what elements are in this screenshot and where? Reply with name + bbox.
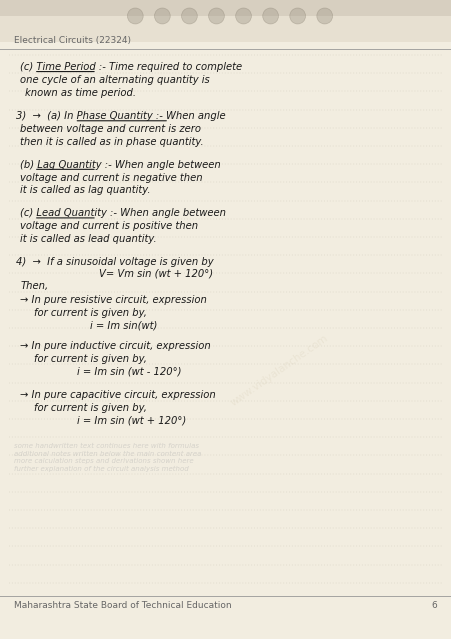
Text: voltage and current is positive then: voltage and current is positive then [20,221,198,231]
Text: then it is called as in phase quantity.: then it is called as in phase quantity. [20,137,204,147]
Text: voltage and current is negative then: voltage and current is negative then [20,173,203,183]
Ellipse shape [235,8,252,24]
Bar [0,0,451,16]
Text: it is called as lag quantity.: it is called as lag quantity. [20,185,151,196]
Bar [0,0,451,42]
Ellipse shape [262,8,278,24]
Text: Electrical Circuits (22324): Electrical Circuits (22324) [14,36,130,45]
Text: further explanation of the circuit analysis method: further explanation of the circuit analy… [14,466,188,472]
Text: 3)  →  (a) In Phase Quantity :- When angle: 3) → (a) In Phase Quantity :- When angle [16,111,225,121]
Text: between voltage and current is zero: between voltage and current is zero [20,124,201,134]
Ellipse shape [154,8,170,24]
Text: Then,: Then, [20,281,48,291]
Text: www.vidyalanche.com: www.vidyalanche.com [229,333,330,408]
Ellipse shape [181,8,198,24]
Text: for current is given by,: for current is given by, [34,354,147,364]
Ellipse shape [317,8,332,24]
Text: for current is given by,: for current is given by, [34,403,147,413]
Text: some handwritten text continues here with formulas: some handwritten text continues here wit… [14,443,198,449]
Text: 6: 6 [432,601,437,610]
Text: it is called as lead quantity.: it is called as lead quantity. [20,234,157,244]
Text: i = Im sin (wt + 120°): i = Im sin (wt + 120°) [77,415,186,426]
Text: → In pure resistive circuit, expression: → In pure resistive circuit, expression [20,295,207,305]
Text: 4)  →  If a sinusoidal voltage is given by: 4) → If a sinusoidal voltage is given by [16,257,213,267]
Text: Maharashtra State Board of Technical Education: Maharashtra State Board of Technical Edu… [14,601,231,610]
Text: i = Im sin (wt - 120°): i = Im sin (wt - 120°) [77,367,181,377]
Text: → In pure inductive circuit, expression: → In pure inductive circuit, expression [20,341,211,351]
Text: (c) Time Period :- Time required to complete: (c) Time Period :- Time required to comp… [20,62,243,72]
Ellipse shape [208,8,225,24]
Text: for current is given by,: for current is given by, [34,308,147,318]
Ellipse shape [290,8,305,24]
Text: (c) Lead Quantity :- When angle between: (c) Lead Quantity :- When angle between [20,208,226,219]
Text: V= Vm sin (wt + 120°): V= Vm sin (wt + 120°) [99,268,213,279]
Text: known as time period.: known as time period. [25,88,136,98]
Text: (b) Lag Quantity :- When angle between: (b) Lag Quantity :- When angle between [20,160,221,170]
Text: more calculation steps and derivations shown here: more calculation steps and derivations s… [14,458,193,465]
Text: → In pure capacitive circuit, expression: → In pure capacitive circuit, expression [20,390,216,400]
Text: one cycle of an alternating quantity is: one cycle of an alternating quantity is [20,75,210,85]
Ellipse shape [127,8,143,24]
Text: additional notes written below the main content area: additional notes written below the main … [14,450,201,457]
Text: i = Im sin(wt): i = Im sin(wt) [90,321,157,331]
